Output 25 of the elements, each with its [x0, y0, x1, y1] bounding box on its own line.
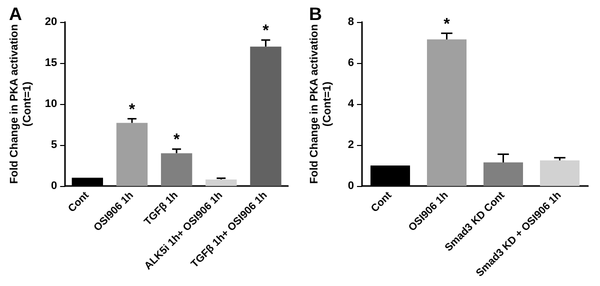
y-tick-label: 10 [44, 98, 58, 110]
bar [483, 162, 524, 186]
y-tick-label: 20 [44, 16, 58, 28]
chart-title: B [309, 4, 322, 24]
y-axis-title: Fold Change in PKA activation (Cont=1) [8, 24, 34, 184]
y-tick-label: 2 [348, 139, 354, 151]
bar [116, 122, 148, 186]
annotation: * [444, 16, 451, 33]
annotation: * [128, 101, 136, 118]
bar [426, 39, 467, 186]
y-tick-label: 15 [44, 57, 58, 69]
y-tick-label: 6 [348, 57, 354, 69]
chart-title: A [9, 4, 22, 24]
y-tick-label: 4 [348, 98, 355, 110]
bar [540, 160, 580, 186]
bar [206, 179, 237, 186]
annotation: * [262, 22, 270, 40]
y-tick-label: 0 [51, 180, 58, 192]
y-tick-label: 5 [51, 139, 58, 151]
bar [160, 153, 192, 186]
y-tick-label: 0 [348, 180, 354, 192]
y-tick-label: 8 [348, 16, 354, 28]
annotation: * [173, 132, 180, 149]
bar [250, 46, 282, 186]
y-axis-title: Fold Change in PKA activation (Cont=1) [308, 24, 334, 184]
